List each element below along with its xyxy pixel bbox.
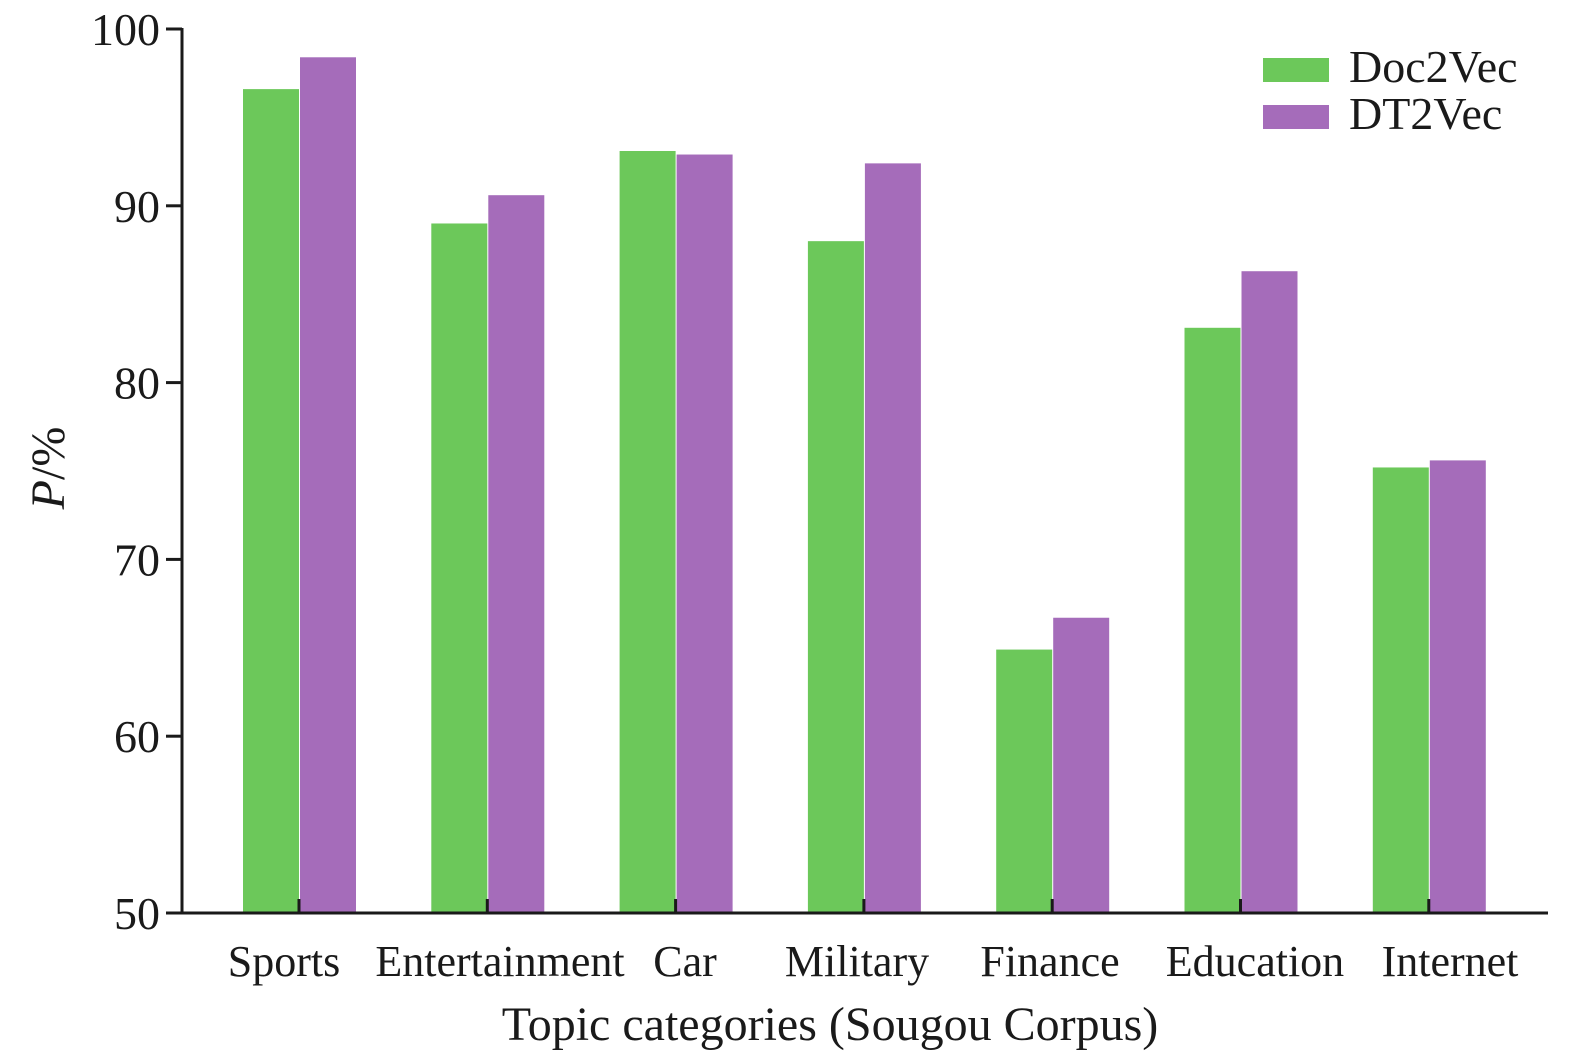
y-tick-label: 90 bbox=[114, 181, 160, 232]
x-category-label: Finance bbox=[980, 937, 1119, 986]
bars-group bbox=[243, 57, 1486, 914]
x-category-label: Car bbox=[653, 937, 717, 986]
legend-label-dt2vec: DT2Vec bbox=[1349, 88, 1502, 139]
y-axis-title-italic: P bbox=[22, 480, 75, 510]
x-category-label: Entertainment bbox=[375, 937, 624, 986]
bar-dt2vec-internet bbox=[1429, 460, 1486, 913]
bar-doc2vec-education bbox=[1184, 327, 1241, 913]
bar-doc2vec-internet bbox=[1372, 467, 1429, 913]
bar-dt2vec-entertainment bbox=[488, 195, 545, 913]
x-category-label: Education bbox=[1166, 937, 1344, 986]
x-ticks-group bbox=[297, 899, 1431, 913]
bar-dt2vec-finance bbox=[1053, 617, 1110, 913]
y-tick-label: 50 bbox=[114, 888, 160, 939]
bar-doc2vec-sports bbox=[243, 89, 299, 913]
x-category-label: Internet bbox=[1382, 937, 1519, 986]
x-category-label: Sports bbox=[228, 937, 340, 986]
y-ticks-group: 50 60 70 80 90 100 bbox=[91, 4, 182, 939]
x-axis-title: Topic categories (Sougou Corpus) bbox=[502, 998, 1159, 1051]
category-labels-group: Sports Entertainment Car Military Finance Edu… bbox=[228, 937, 1519, 986]
y-tick-label: 80 bbox=[114, 358, 160, 409]
bar-doc2vec-finance bbox=[996, 649, 1053, 913]
x-category-label: Military bbox=[785, 937, 929, 986]
y-tick-label: 60 bbox=[114, 711, 160, 762]
bar-doc2vec-entertainment bbox=[431, 223, 488, 914]
bar-dt2vec-military bbox=[864, 163, 921, 914]
y-axis-title: P/% bbox=[22, 427, 75, 511]
legend-swatch-dt2vec bbox=[1263, 105, 1329, 129]
legend-label-doc2vec: Doc2Vec bbox=[1349, 41, 1518, 92]
bar-dt2vec-sports bbox=[300, 57, 356, 913]
bar-doc2vec-military bbox=[807, 241, 864, 913]
y-tick-label: 70 bbox=[114, 534, 160, 585]
y-tick-label: 100 bbox=[91, 4, 160, 55]
bar-doc2vec-car bbox=[619, 150, 676, 913]
bar-dt2vec-education bbox=[1241, 271, 1298, 913]
y-axis-title-unit: /% bbox=[22, 427, 75, 480]
legend-swatch-doc2vec bbox=[1263, 58, 1329, 82]
bar-dt2vec-car bbox=[676, 154, 733, 913]
axes-group bbox=[180, 28, 1548, 915]
